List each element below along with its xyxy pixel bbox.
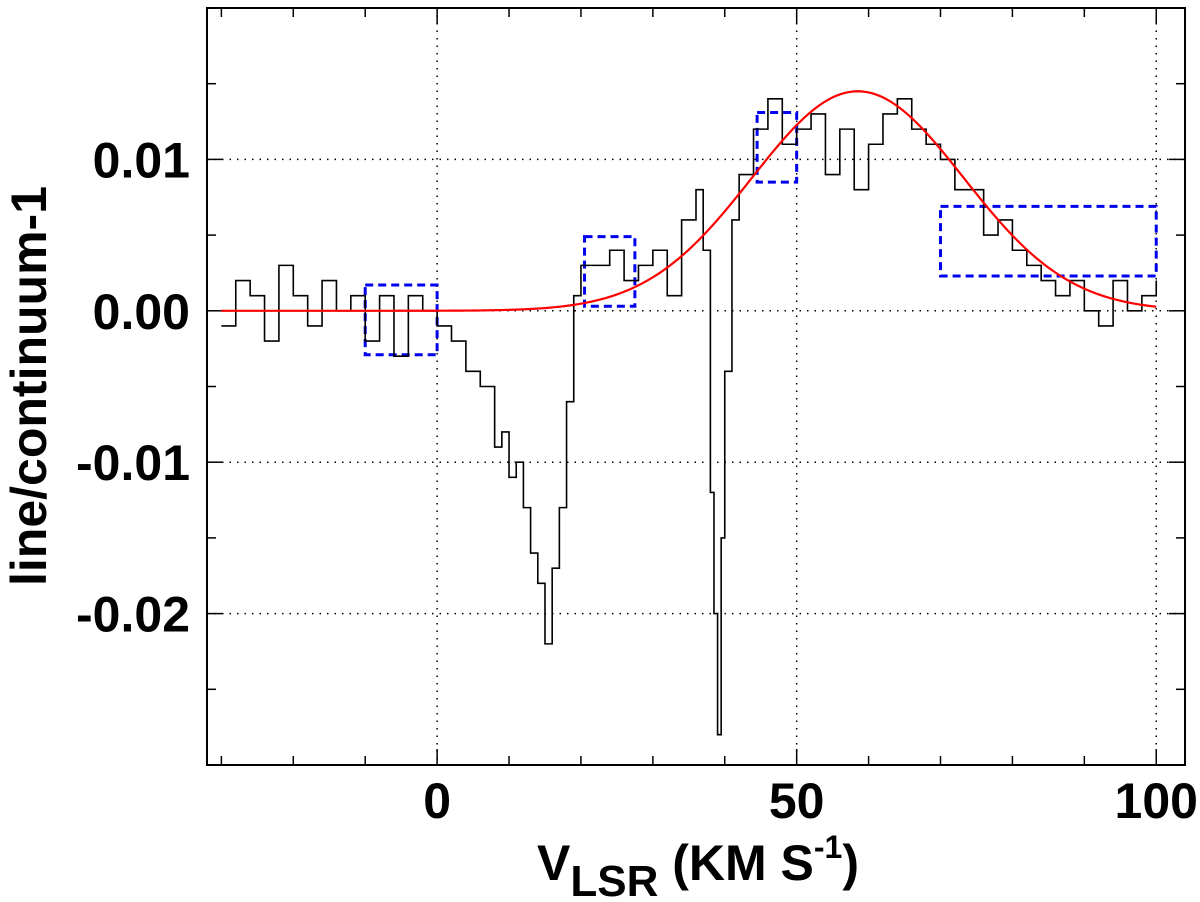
y-axis-label: line/continuum-1 [1,186,57,586]
series-group [221,90,1158,736]
x-axis-label-sup: -1 [814,829,842,865]
plot-frame [206,7,1186,766]
y-tick-label: -0.02 [76,587,190,643]
x-axis-label-sub: LSR [570,857,658,902]
grid-lines [207,8,1185,765]
y-tick-label: 0.01 [93,132,190,188]
x-axis-label: VLSR (KM S-1) [537,829,859,902]
x-axis-label-rest: (KM S [658,835,814,891]
y-tick-label: -0.01 [76,435,190,491]
x-tick-label: 100 [1115,773,1198,829]
dashed-window-box [755,110,799,184]
y-tick-labels: -0.02 -0.01 0.00 0.01 [76,132,190,642]
dashed-window-box [363,283,439,357]
y-tick-label: 0.00 [93,284,190,340]
gaussian-fit-line [221,90,1157,312]
x-axis-label-main: V [537,835,571,891]
axis-ticks [207,7,1185,765]
x-tick-label: 0 [423,773,451,829]
spectrum-line [221,98,1158,736]
dashed-window-box [583,235,637,308]
x-tick-labels: 0 50 100 [423,773,1198,829]
dashed-window-box [939,204,1158,278]
x-tick-label: 50 [769,773,825,829]
x-axis-label-close: ) [842,835,859,891]
dashed-boxes [363,110,1158,357]
